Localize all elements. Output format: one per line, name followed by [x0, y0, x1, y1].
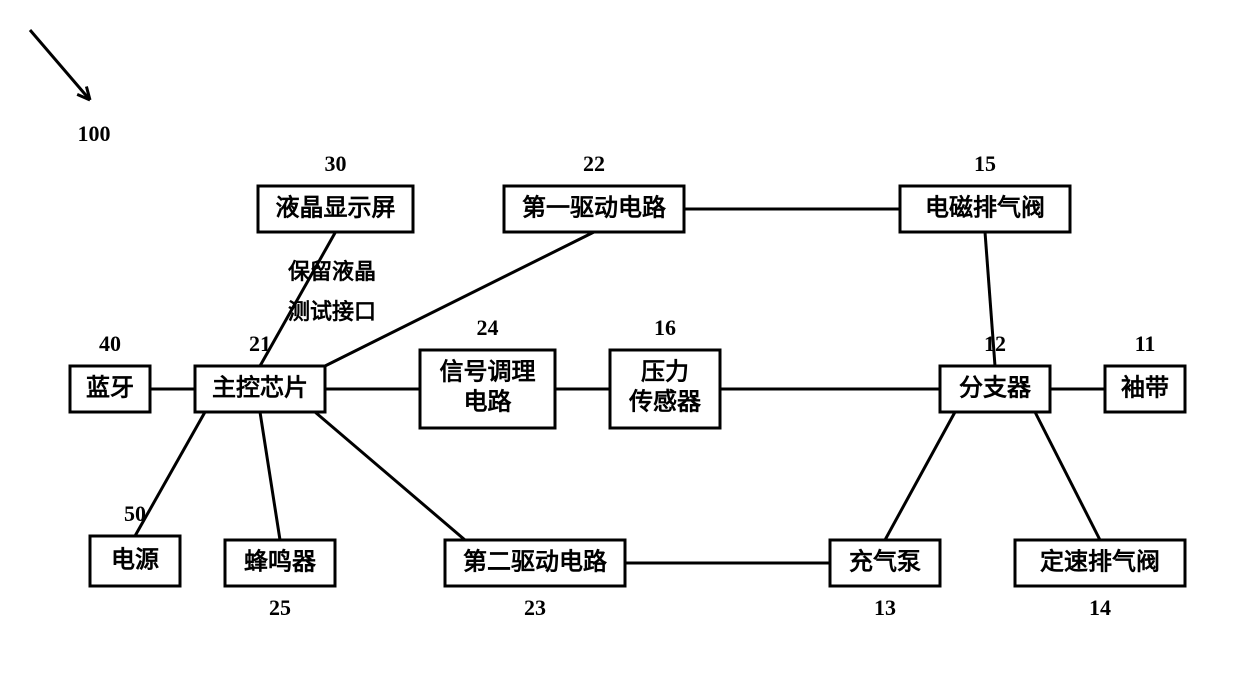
node-branch-label: 分支器 [959, 375, 1032, 402]
node-valve_cs-num: 14 [1089, 595, 1111, 620]
svg-text:测试接口: 测试接口 [288, 299, 376, 324]
node-pump-num: 13 [874, 595, 896, 620]
node-lcd-num: 30 [325, 151, 347, 176]
node-mcu-num: 21 [249, 331, 271, 356]
node-press-num: 16 [654, 315, 676, 340]
node-sig-num: 24 [477, 315, 499, 340]
node-buzzer-num: 25 [269, 595, 291, 620]
node-lcd-label: 液晶显示屏 [276, 194, 396, 222]
node-power-label: 电源 [111, 547, 159, 574]
node-buzzer-label: 蜂鸣器 [244, 548, 317, 576]
node-bt-num: 40 [99, 331, 121, 356]
node-mcu-label: 主控芯片 [212, 374, 308, 402]
node-bt-label: 蓝牙 [86, 375, 134, 402]
node-branch-num: 12 [984, 331, 1006, 356]
svg-text:电路: 电路 [464, 388, 513, 416]
node-drv1-label: 第一驱动电路 [522, 194, 667, 222]
node-power-num: 50 [124, 501, 146, 526]
edge [315, 412, 465, 540]
node-valve_em-label: 电磁排气阀 [925, 194, 1045, 222]
node-drv2-label: 第二驱动电路 [463, 548, 608, 576]
edge [260, 412, 280, 540]
edge [1035, 412, 1100, 540]
node-cuff-num: 11 [1135, 331, 1156, 356]
node-sig-label: 信号调理 [440, 358, 536, 386]
node-valve_em-num: 15 [974, 151, 996, 176]
edge [885, 412, 955, 540]
node-pump-label: 充气泵 [849, 548, 921, 576]
svg-text:传感器: 传感器 [628, 388, 702, 416]
node-cuff-label: 袖带 [1121, 374, 1169, 402]
lcd-note: 保留液晶 [287, 259, 376, 284]
node-drv1-num: 22 [583, 151, 605, 176]
node-drv2-num: 23 [524, 595, 546, 620]
callout-label: 100 [78, 121, 111, 146]
node-press-label: 压力 [641, 359, 689, 386]
node-valve_cs-label: 定速排气阀 [1040, 548, 1160, 576]
